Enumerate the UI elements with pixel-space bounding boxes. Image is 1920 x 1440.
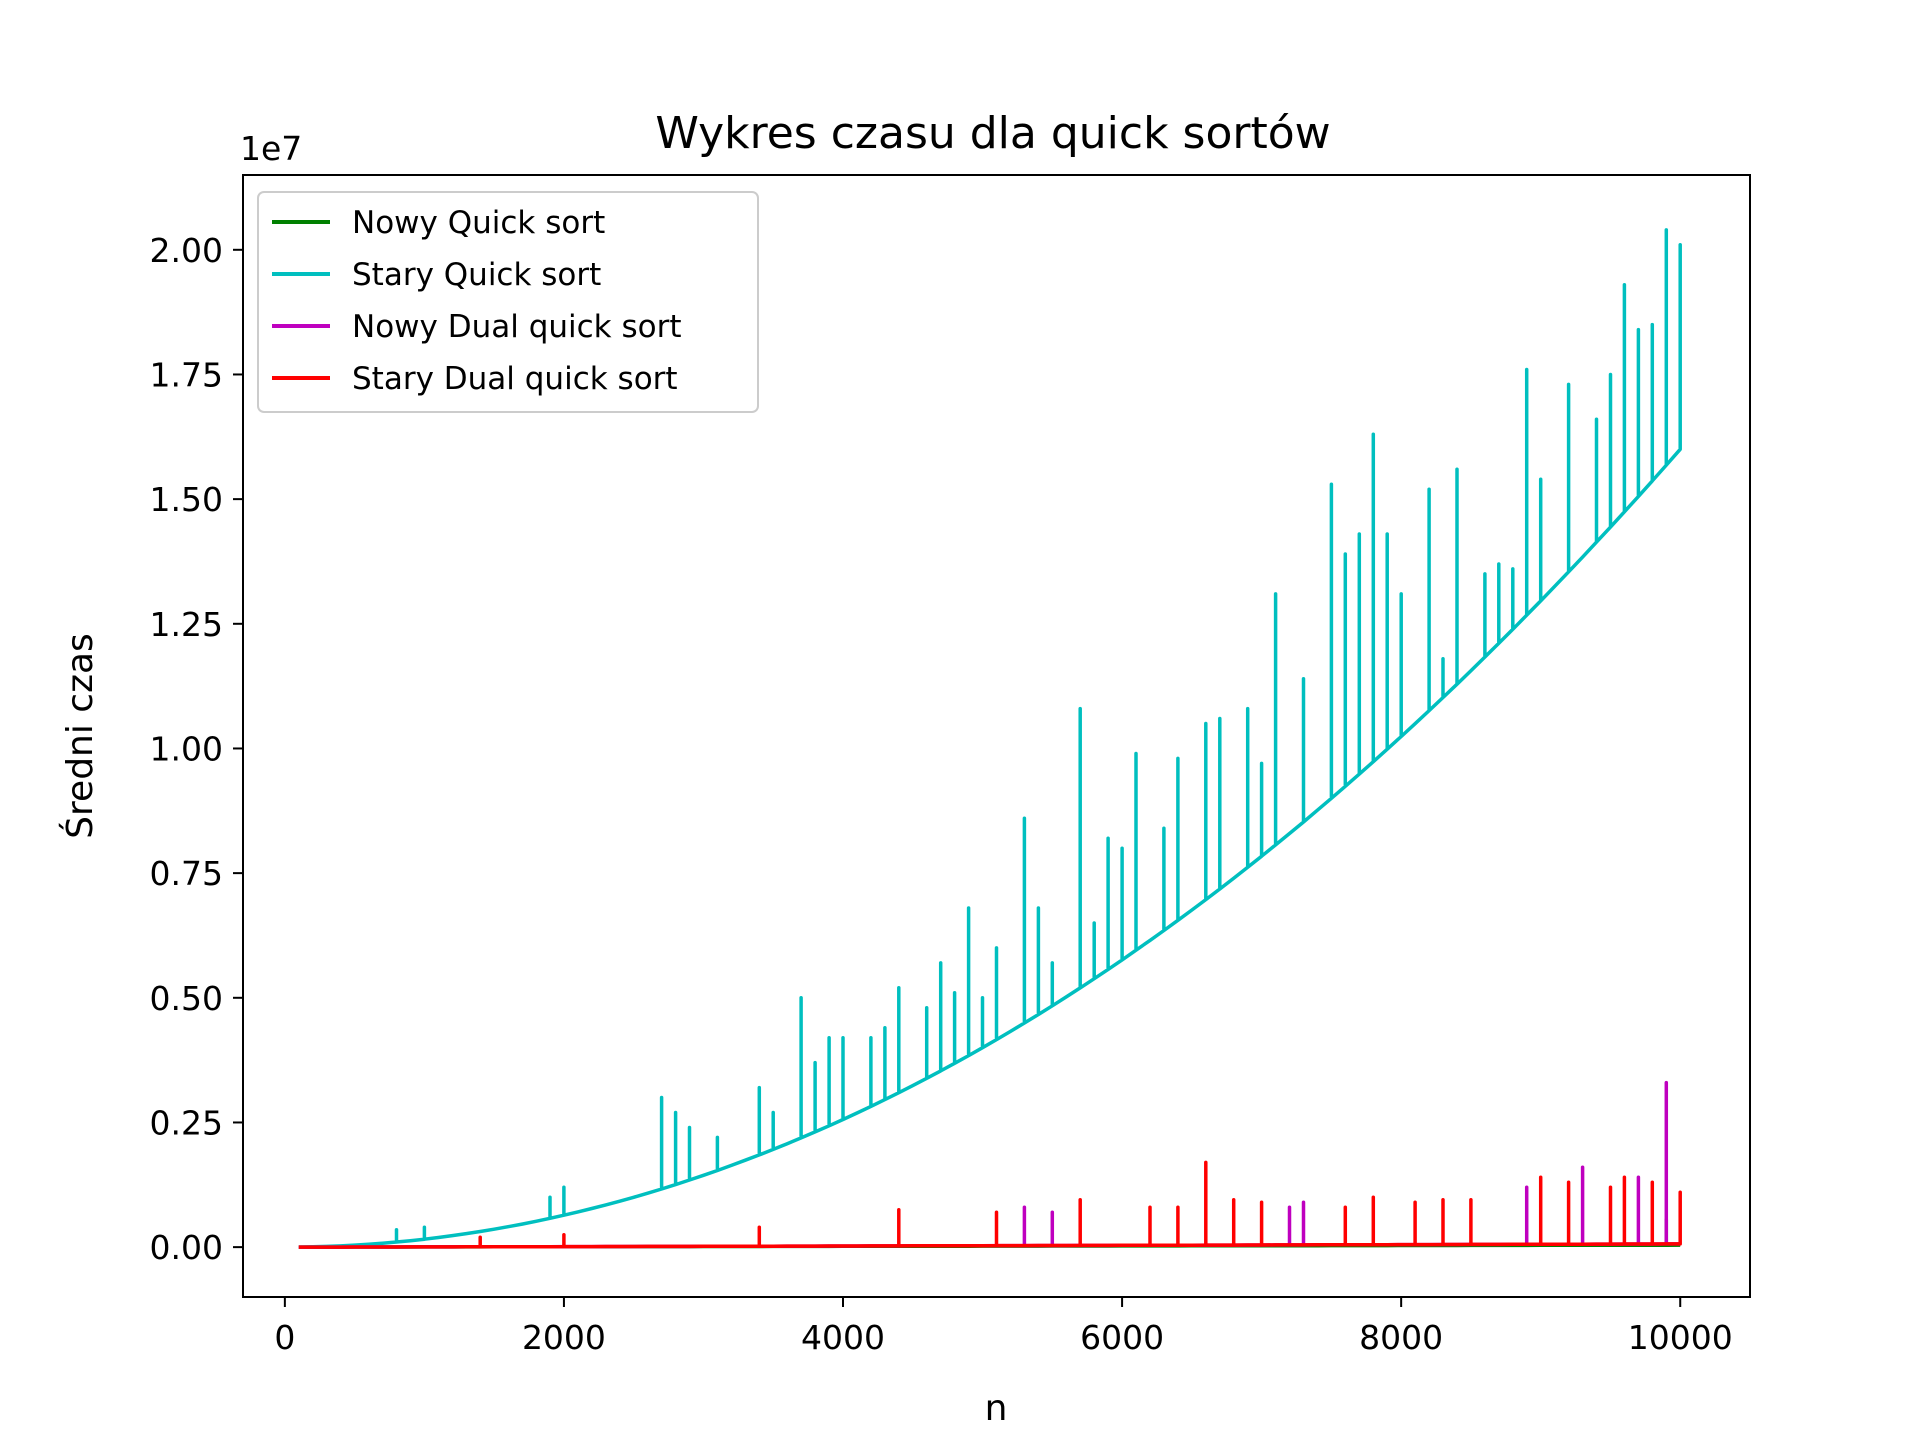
legend-label: Stary Dual quick sort bbox=[352, 361, 678, 397]
x-tick-label: 0 bbox=[274, 1318, 295, 1357]
y-tick-label: 0.50 bbox=[150, 979, 223, 1018]
x-axis-label: n bbox=[985, 1388, 1008, 1429]
x-tick-label: 4000 bbox=[801, 1318, 885, 1357]
x-tick-label: 8000 bbox=[1359, 1318, 1443, 1357]
y-tick-label: 0.25 bbox=[150, 1103, 223, 1142]
y-tick-label: 0.75 bbox=[150, 854, 223, 893]
y-axis-label: Średni czas bbox=[59, 633, 101, 839]
series-line-4 bbox=[298, 1160, 1682, 1249]
legend-label: Nowy Dual quick sort bbox=[352, 309, 682, 345]
x-tick-label: 6000 bbox=[1080, 1318, 1164, 1357]
legend: Nowy Quick sort Stary Quick sort Nowy Dual… bbox=[257, 191, 759, 413]
x-tick-label: 2000 bbox=[522, 1318, 606, 1357]
y-tick-label: 0.00 bbox=[150, 1228, 223, 1267]
series-line-2 bbox=[298, 228, 1682, 1249]
legend-label: Stary Quick sort bbox=[352, 257, 601, 293]
y-offset-label: 1e7 bbox=[240, 129, 302, 168]
y-tick-label: 1.00 bbox=[150, 729, 223, 768]
legend-box bbox=[257, 191, 759, 413]
plot-frame bbox=[242, 174, 1751, 1298]
y-axis: 0.00 0.25 0.50 0.75 1.00 1.25 1.50 1.75 2.00 bbox=[150, 231, 243, 1267]
x-axis: 0 2000 4000 6000 8000 10000 bbox=[274, 1297, 1733, 1357]
y-tick-label: 1.50 bbox=[150, 480, 223, 519]
series-layer bbox=[298, 228, 1682, 1249]
y-tick-label: 1.75 bbox=[150, 355, 223, 394]
y-tick-label: 1.25 bbox=[150, 605, 223, 644]
legend-label: Nowy Quick sort bbox=[352, 205, 605, 241]
y-tick-label: 2.00 bbox=[150, 231, 223, 270]
chart-title: Wykres czasu dla quick sortów bbox=[655, 108, 1330, 159]
plot-area bbox=[298, 228, 1682, 1249]
x-tick-label: 10000 bbox=[1628, 1318, 1733, 1357]
